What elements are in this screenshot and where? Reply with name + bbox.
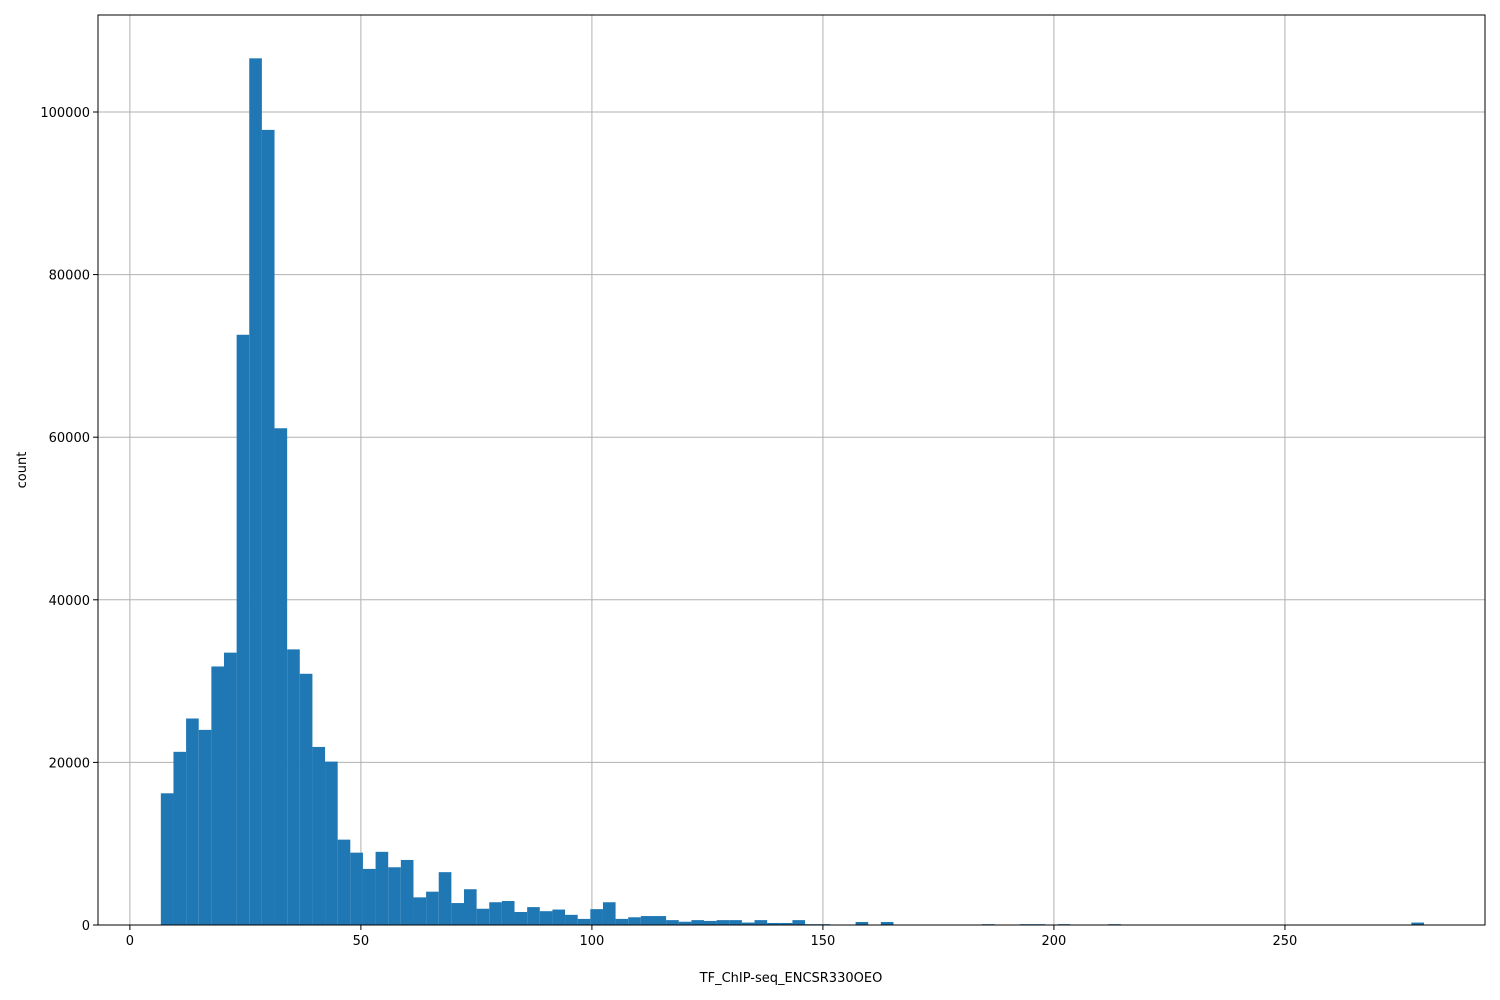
y-tick-label: 40000 bbox=[49, 594, 90, 609]
y-tick-label: 0 bbox=[82, 919, 90, 934]
x-tick-label: 100 bbox=[579, 934, 604, 949]
histogram-bar bbox=[527, 907, 540, 925]
histogram-bar bbox=[754, 920, 768, 925]
histogram-bar bbox=[249, 58, 262, 926]
histogram-bar bbox=[539, 911, 553, 925]
histogram-bar bbox=[337, 839, 351, 925]
histogram-bar bbox=[628, 917, 641, 925]
histogram-bar bbox=[552, 909, 566, 925]
x-axis-label: TF_ChIP-seq_ENCSR330OEO bbox=[699, 971, 883, 986]
histogram-bar bbox=[704, 920, 717, 925]
histogram-bar bbox=[565, 914, 578, 925]
y-axis-label: count bbox=[15, 452, 30, 489]
histogram-bar bbox=[438, 872, 452, 925]
histogram-bar bbox=[362, 868, 376, 925]
histogram-bar bbox=[211, 666, 224, 925]
histogram-bar bbox=[426, 891, 439, 925]
histogram-bar bbox=[514, 911, 528, 925]
y-tick-label: 100000 bbox=[40, 106, 90, 121]
histogram-bar bbox=[880, 921, 894, 925]
histogram-bar bbox=[615, 918, 629, 925]
x-tick-label: 200 bbox=[1042, 934, 1067, 949]
histogram-bar bbox=[741, 922, 755, 925]
histogram-bar bbox=[400, 859, 414, 925]
y-tick-label: 80000 bbox=[49, 269, 90, 284]
x-tick-label: 0 bbox=[126, 934, 134, 949]
histogram-bar bbox=[173, 751, 187, 925]
histogram-bar bbox=[855, 921, 869, 925]
histogram-bar bbox=[590, 909, 603, 925]
histogram-bar bbox=[388, 867, 401, 925]
histogram-bar bbox=[1411, 922, 1425, 925]
histogram-bar bbox=[299, 673, 313, 925]
x-tick-label: 150 bbox=[811, 934, 836, 949]
histogram-bar bbox=[198, 729, 212, 925]
histogram-bar bbox=[792, 920, 806, 925]
histogram-bar bbox=[729, 920, 742, 925]
histogram-bar bbox=[375, 851, 389, 925]
histogram-bar bbox=[779, 922, 793, 925]
histogram-bar bbox=[287, 649, 300, 925]
histogram-bar bbox=[350, 852, 363, 925]
histogram-bar bbox=[691, 920, 705, 925]
histogram-bars bbox=[160, 58, 1425, 926]
histogram-bar bbox=[186, 718, 199, 925]
histogram-bar bbox=[653, 916, 667, 925]
histogram-bar bbox=[640, 916, 654, 925]
y-tick-label: 60000 bbox=[49, 431, 90, 446]
histogram-bar bbox=[451, 903, 464, 925]
histogram-bar bbox=[501, 901, 515, 925]
histogram-bar bbox=[261, 129, 275, 925]
x-tick-label: 50 bbox=[353, 934, 370, 949]
histogram-bar bbox=[602, 902, 616, 925]
histogram-bar bbox=[678, 921, 692, 925]
histogram-bar bbox=[236, 334, 250, 925]
histogram-bar bbox=[767, 922, 780, 925]
histogram-bar bbox=[577, 918, 591, 925]
y-tick-label: 20000 bbox=[49, 756, 90, 771]
x-axis-ticks: 0 50 100 150 200 250 bbox=[126, 925, 1298, 949]
histogram-bar bbox=[223, 652, 237, 925]
histogram-bar bbox=[489, 902, 502, 925]
histogram-bar bbox=[413, 897, 427, 925]
axes-frame bbox=[97, 14, 1486, 926]
y-axis-ticks: 0 20000 40000 60000 80000 100000 bbox=[40, 106, 98, 934]
histogram-bar bbox=[160, 793, 174, 925]
histogram-bar bbox=[274, 428, 288, 925]
histogram-bar bbox=[312, 746, 326, 925]
histogram-bar bbox=[716, 920, 730, 925]
histogram-bar bbox=[325, 761, 338, 925]
histogram-bar bbox=[666, 920, 679, 925]
x-tick-label: 250 bbox=[1273, 934, 1298, 949]
histogram-bar bbox=[463, 889, 477, 925]
histogram-bar bbox=[476, 908, 490, 925]
